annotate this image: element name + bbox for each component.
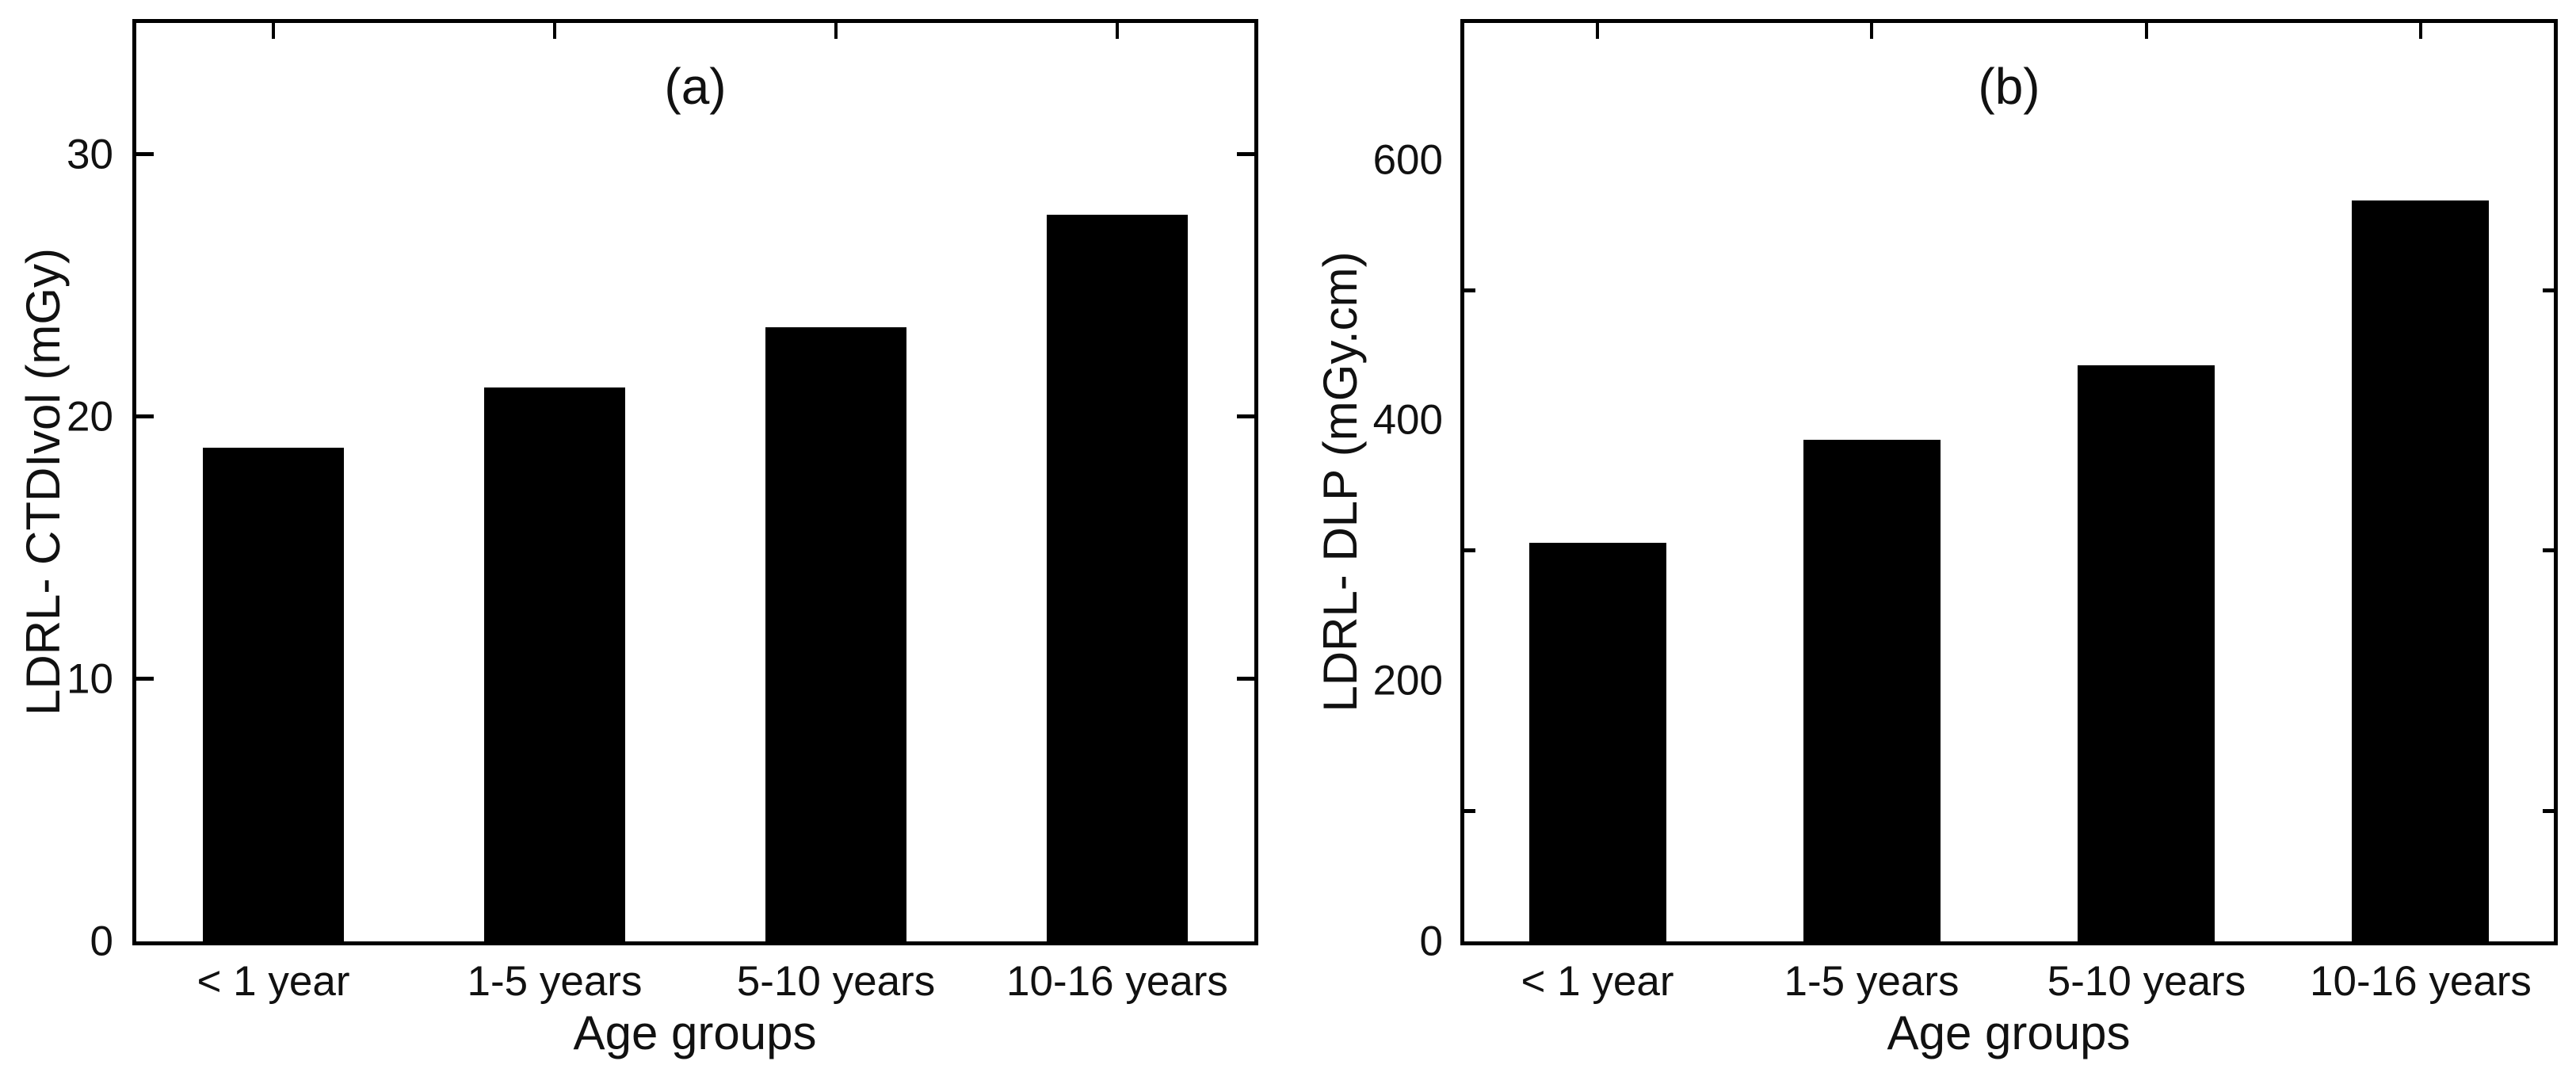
panel-a-label: (a) [664, 58, 727, 115]
panel-b-x-axis-title: Age groups [1887, 1006, 2131, 1059]
y-tick-label-b-600: 600 [1372, 136, 1443, 184]
panel-a-y-axis-title: LDRL- CTDIvol (mGy) [17, 247, 70, 716]
y-tick-left-a-10 [136, 677, 154, 681]
y-tick-label-a-20: 20 [67, 393, 113, 441]
x-tick-label-b-2: 1-5 years [1784, 958, 1960, 1005]
bar-a-1 [203, 448, 344, 941]
y-tick-right-a-30 [1237, 152, 1254, 156]
bar-b-2 [1803, 440, 1941, 941]
y-tick-right-a-10 [1237, 677, 1254, 681]
bar-a-3 [765, 327, 906, 941]
x-tick-top-a-3 [834, 23, 838, 39]
x-tick-label-a-4: 10-16 years [1006, 958, 1228, 1005]
y-tick-left-b-300 [1464, 548, 1475, 552]
y-tick-right-b-100 [2543, 809, 2554, 813]
y-tick-label-b-0: 0 [1419, 918, 1443, 965]
y-tick-right-a-20 [1237, 414, 1254, 418]
x-tick-top-a-1 [272, 23, 275, 39]
panel-b-y-axis-title: LDRL- DLP (mGy.cm) [1314, 251, 1367, 712]
x-tick-top-b-4 [2419, 23, 2422, 39]
x-tick-label-a-1: < 1 year [197, 958, 350, 1005]
x-tick-label-a-2: 1-5 years [467, 958, 643, 1005]
panel-a-x-axis-title: Age groups [573, 1006, 817, 1059]
x-tick-top-b-2 [1870, 23, 1873, 39]
y-tick-label-a-10: 10 [67, 655, 113, 703]
x-tick-top-b-1 [1596, 23, 1599, 39]
bar-b-4 [2352, 200, 2489, 941]
x-tick-label-b-1: < 1 year [1521, 958, 1674, 1005]
y-tick-right-b-500 [2543, 288, 2554, 292]
x-tick-top-b-3 [2145, 23, 2148, 39]
x-tick-label-a-3: 5-10 years [736, 958, 936, 1005]
y-tick-left-b-100 [1464, 809, 1475, 813]
panel-b-label: (b) [1978, 58, 2040, 115]
y-tick-label-b-400: 400 [1372, 396, 1443, 444]
y-tick-label-a-0: 0 [90, 918, 113, 965]
y-tick-left-a-30 [136, 152, 154, 156]
y-tick-label-a-30: 30 [67, 131, 113, 178]
y-tick-right-b-300 [2543, 548, 2554, 552]
bar-a-2 [484, 387, 625, 941]
x-tick-top-a-4 [1116, 23, 1119, 39]
y-tick-label-b-200: 200 [1372, 657, 1443, 704]
bar-a-4 [1047, 215, 1188, 941]
bar-b-1 [1529, 543, 1666, 941]
y-tick-left-a-20 [136, 414, 154, 418]
bar-b-3 [2078, 365, 2215, 941]
x-tick-label-b-3: 5-10 years [2047, 958, 2246, 1005]
x-tick-top-a-2 [553, 23, 556, 39]
x-tick-label-b-4: 10-16 years [2310, 958, 2532, 1005]
y-tick-left-b-500 [1464, 288, 1475, 292]
